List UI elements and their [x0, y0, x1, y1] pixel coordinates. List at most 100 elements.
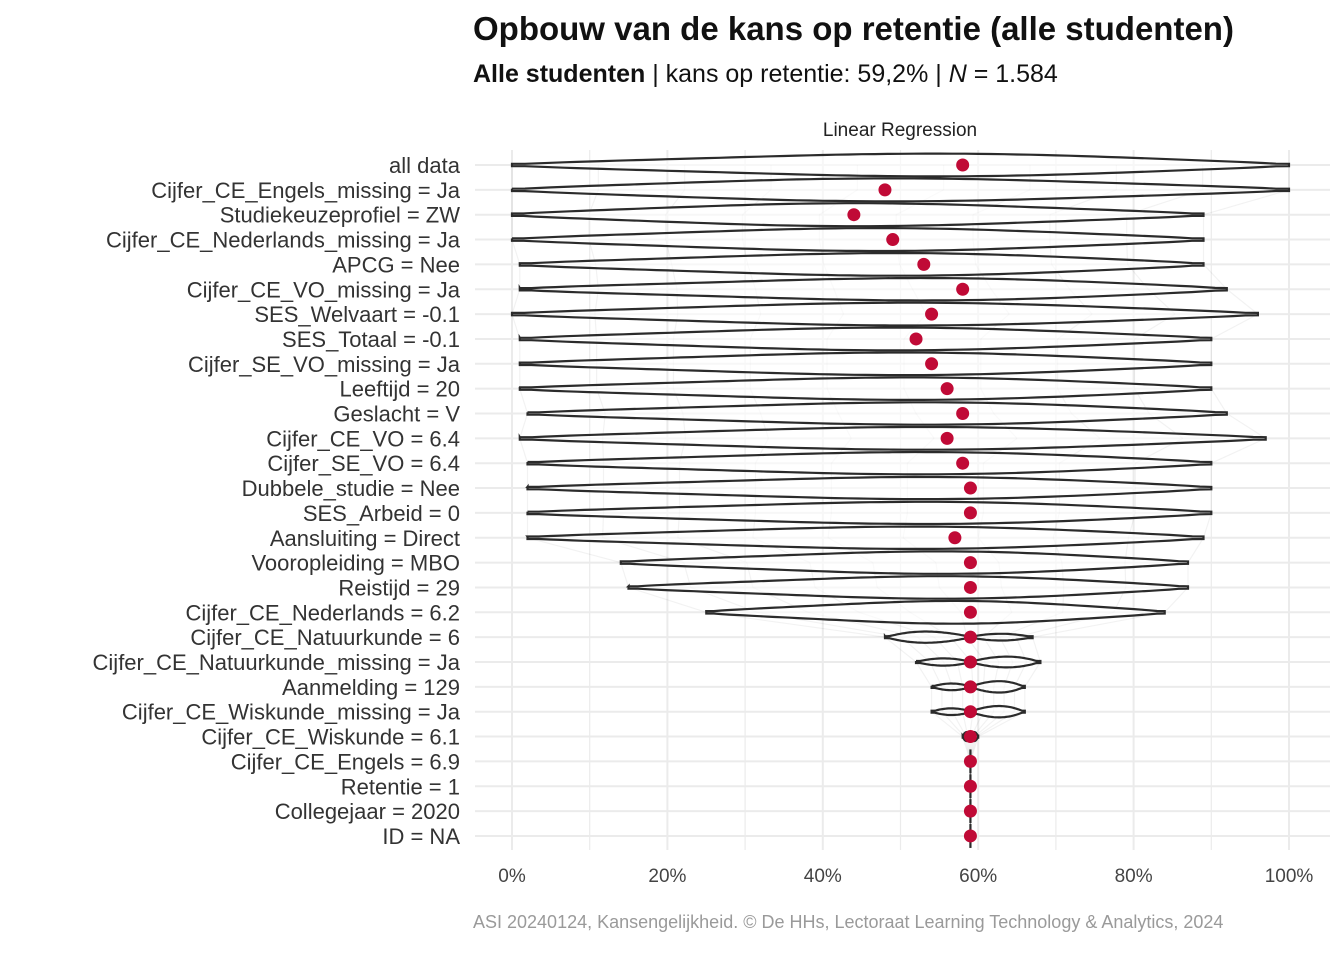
mean-points — [847, 158, 977, 843]
violin — [510, 227, 1205, 253]
subtitle-group: Alle studenten — [473, 60, 646, 88]
y-tick-label: Retentie = 1 — [341, 774, 460, 799]
mean-point — [963, 754, 977, 768]
subtitle-n-value: = 1.584 — [966, 60, 1058, 88]
violin — [930, 704, 1026, 719]
mean-point — [963, 655, 977, 669]
y-tick-label: Cijfer_CE_Wiskunde_missing = Ja — [122, 700, 461, 725]
mean-point — [940, 431, 954, 445]
mean-point — [909, 332, 923, 346]
violin — [526, 450, 1213, 476]
violin — [525, 475, 1213, 501]
trace-line — [1164, 587, 1189, 613]
trace-line — [1032, 611, 1165, 638]
trace-line — [1226, 412, 1267, 439]
y-tick-label: Aanmelding = 129 — [282, 675, 460, 700]
y-tick-label: Geslacht = V — [333, 402, 460, 427]
trace-line — [1024, 661, 1041, 688]
trace-line — [519, 388, 529, 414]
y-tick-label: Cijfer_CE_Natuurkunde_missing = Ja — [93, 650, 461, 675]
violin — [526, 500, 1213, 526]
y-tick-label: Cijfer_CE_Engels = 6.9 — [231, 749, 460, 774]
trace-line — [1032, 636, 1041, 663]
y-tick-label: Dubbele_studie = Nee — [242, 476, 460, 501]
mean-point — [940, 382, 954, 396]
trace-line — [884, 636, 917, 663]
violin — [914, 655, 1042, 669]
violin — [510, 152, 1291, 178]
y-tick-label: Cijfer_CE_VO = 6.4 — [266, 426, 460, 451]
mean-point — [956, 282, 970, 296]
mean-point — [963, 481, 977, 495]
y-tick-label: Studiekeuzeprofiel = ZW — [220, 203, 461, 228]
facet-strip-label: Linear Regression — [823, 120, 977, 141]
mean-point — [963, 829, 977, 843]
trace-line — [620, 562, 630, 588]
y-tick-label: Cijfer_SE_VO_missing = Ja — [188, 352, 461, 377]
y-tick-label: APCG = Nee — [332, 252, 460, 277]
y-tick-label: SES_Arbeid = 0 — [303, 501, 460, 526]
mean-point — [963, 804, 977, 818]
trace-line — [956, 661, 964, 687]
violin — [705, 599, 1166, 625]
trace-line — [706, 611, 886, 638]
y-tick-label: ID = NA — [382, 824, 460, 849]
mean-point — [917, 257, 931, 271]
trace-line — [628, 586, 707, 613]
trace-line — [519, 438, 529, 464]
mean-point — [963, 705, 977, 719]
trace-line — [1203, 189, 1290, 216]
violin — [526, 401, 1228, 426]
violin — [518, 252, 1205, 277]
y-tick-label: Cijfer_CE_Engels_missing = Ja — [151, 178, 461, 203]
y-tick-label: Cijfer_CE_Nederlands_missing = Ja — [106, 228, 461, 253]
y-tick-label: SES_Totaal = -0.1 — [282, 327, 460, 352]
y-tick-label: Aansluiting = Direct — [270, 526, 460, 551]
trace-line — [1210, 388, 1228, 414]
trace-line — [527, 537, 621, 564]
mean-point — [878, 183, 892, 197]
violin — [625, 575, 1190, 600]
x-tick-label: 100% — [1265, 866, 1314, 887]
trace-line — [1203, 263, 1228, 290]
violin — [518, 376, 1213, 401]
x-tick-label: 60% — [959, 866, 997, 887]
trace-line — [1211, 313, 1259, 340]
chart-subtitle: Alle studenten | kans op retentie: 59,2%… — [473, 60, 1058, 89]
mean-point — [963, 580, 977, 594]
y-tick-label: all data — [389, 153, 461, 178]
mean-point — [963, 680, 977, 694]
violin — [510, 301, 1259, 327]
mean-point — [963, 630, 977, 644]
x-tick-label: 20% — [648, 866, 686, 887]
mean-point — [847, 208, 861, 222]
x-tick-label: 80% — [1115, 866, 1153, 887]
trace-line — [977, 711, 1026, 738]
trace-line — [941, 711, 965, 737]
mean-point — [963, 730, 977, 744]
mean-point — [956, 158, 970, 172]
mean-point — [963, 605, 977, 619]
mean-point — [963, 506, 977, 520]
y-tick-label: Cijfer_CE_Wiskunde = 6.1 — [201, 725, 460, 750]
trace-line — [915, 661, 933, 688]
trace-line — [1187, 537, 1205, 563]
y-tick-label: Reistijd = 29 — [338, 575, 460, 600]
y-tick-label: Vooropleiding = MBO — [251, 551, 460, 576]
mean-point — [963, 556, 977, 570]
trace-line — [1211, 437, 1266, 464]
violin — [883, 630, 1034, 644]
trace-line — [931, 711, 964, 738]
violin — [510, 177, 1291, 203]
violin — [930, 680, 1026, 694]
y-tick-label: Cijfer_CE_Nederlands = 6.2 — [185, 600, 460, 625]
x-axis-labels: 0% 20% 40% 60% 80% 100% — [498, 866, 1313, 887]
y-tick-label: Cijfer_SE_VO = 6.4 — [267, 451, 460, 476]
trace-line — [511, 289, 521, 315]
trace-line — [1202, 512, 1212, 538]
violin — [619, 550, 1190, 575]
chart-caption: ASI 20240124, Kansengelijkheid. © De HHs… — [473, 912, 1224, 932]
mean-point — [925, 357, 939, 371]
mean-point — [963, 779, 977, 793]
y-tick-label: Collegejaar = 2020 — [275, 799, 460, 824]
